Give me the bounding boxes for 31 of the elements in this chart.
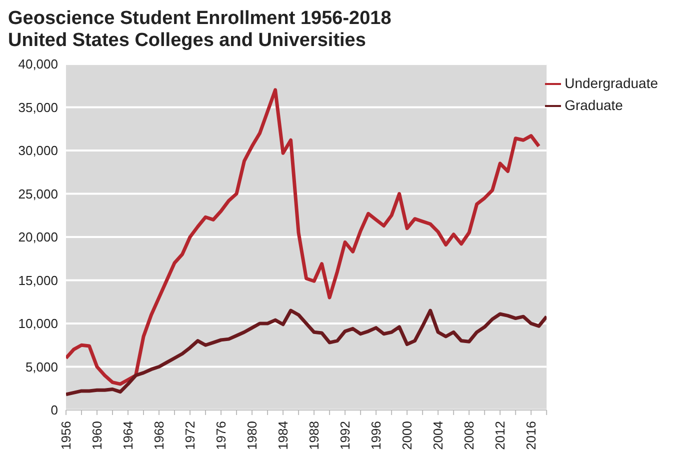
x-tick-label: 1956 xyxy=(58,421,74,450)
line-series xyxy=(66,88,541,386)
y-tick-label: 40,000 xyxy=(18,56,58,72)
y-tick-label: 15,000 xyxy=(18,272,58,288)
y-tick-label: 25,000 xyxy=(18,186,58,202)
x-tick-label: 1984 xyxy=(276,421,291,450)
y-tick-label: 5,000 xyxy=(25,359,58,374)
legend-label: Graduate xyxy=(564,97,623,113)
x-tick-label: 1968 xyxy=(152,421,167,450)
line-series xyxy=(66,308,547,396)
x-tick-label: 2000 xyxy=(400,421,415,450)
y-tick-label: 35,000 xyxy=(18,100,58,115)
y-tick-label: 0 xyxy=(50,402,58,418)
x-tick-label: 2008 xyxy=(462,421,477,450)
chart-title: Geoscience Student Enrollment 1956-2018 xyxy=(8,8,392,30)
x-tick-label: 1976 xyxy=(214,421,229,450)
legend-label: Undergraduate xyxy=(564,75,658,91)
x-tick-label: 1964 xyxy=(120,421,136,450)
x-tick-label: 1972 xyxy=(182,421,198,450)
y-tick-label: 20,000 xyxy=(18,230,58,245)
x-tick-label: 1996 xyxy=(368,421,384,450)
chart-subtitle: United States Colleges and Universities xyxy=(8,30,367,52)
x-tick-label: 2012 xyxy=(492,421,508,450)
x-tick-label: 1980 xyxy=(244,421,260,450)
x-tick-label: 1960 xyxy=(90,421,105,450)
x-tick-label: 2016 xyxy=(524,421,539,450)
x-tick-label: 1992 xyxy=(338,421,353,450)
y-tick-label: 30,000 xyxy=(18,143,58,158)
x-tick-label: 2004 xyxy=(430,421,446,450)
y-tick-label: 10,000 xyxy=(18,316,58,332)
x-tick-label: 1988 xyxy=(306,421,322,450)
